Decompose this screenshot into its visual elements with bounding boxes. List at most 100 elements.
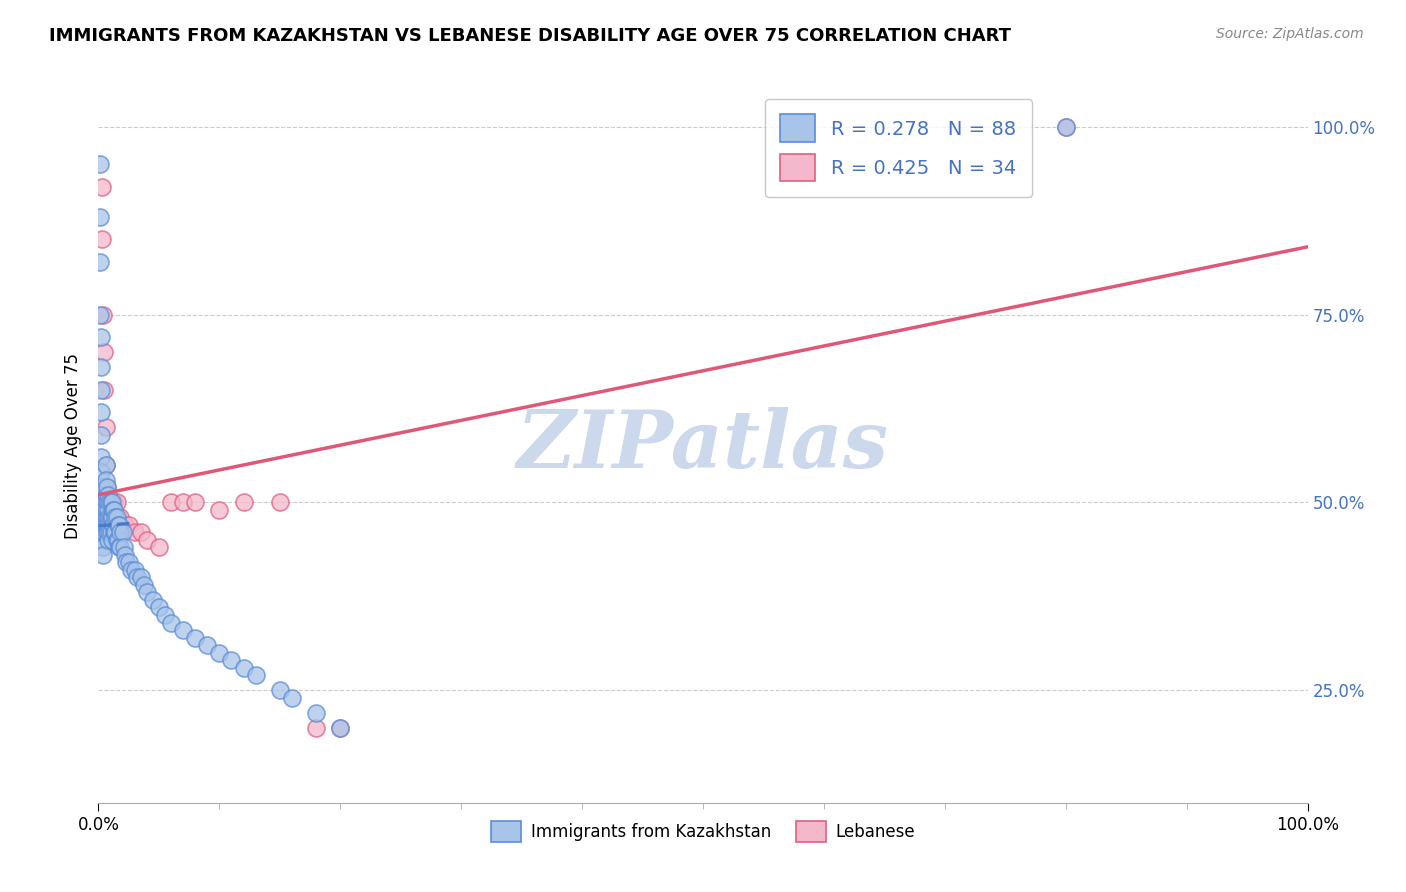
Point [111, 525, 134, 540]
Point [114, 548, 136, 562]
Point [90, 450, 112, 465]
Point [129, 525, 152, 540]
Point [90, 427, 112, 442]
Point [90, 330, 112, 344]
Point [91, 517, 114, 532]
Point [1054, 120, 1077, 134]
Point [103, 495, 125, 509]
Point [148, 600, 170, 615]
Text: ZIPatlas: ZIPatlas [517, 408, 889, 484]
Point [98, 525, 121, 540]
Point [108, 510, 131, 524]
Point [91, 533, 114, 547]
Point [104, 510, 127, 524]
Text: Source: ZipAtlas.com: Source: ZipAtlas.com [1216, 27, 1364, 41]
Point [91, 480, 114, 494]
Point [100, 510, 122, 524]
Point [120, 563, 142, 577]
Point [118, 517, 141, 532]
Point [142, 593, 165, 607]
Point [97, 510, 120, 524]
Point [100, 525, 122, 540]
Point [221, 653, 243, 667]
Point [269, 495, 291, 509]
Point [97, 495, 120, 509]
Point [89, 210, 111, 224]
Point [114, 517, 136, 532]
Point [93, 510, 115, 524]
Point [108, 525, 131, 540]
Point [101, 503, 124, 517]
Point [91, 525, 114, 540]
Point [232, 495, 254, 509]
Point [124, 563, 146, 577]
Point [305, 706, 328, 720]
Point [111, 517, 134, 532]
Point [91, 541, 114, 555]
Point [91, 495, 114, 509]
Point [91, 548, 114, 562]
Point [103, 525, 125, 540]
Point [93, 383, 115, 397]
Point [96, 480, 118, 494]
Point [129, 570, 152, 584]
Point [107, 517, 129, 532]
Point [91, 510, 114, 524]
Point [127, 570, 149, 584]
Point [94, 420, 117, 434]
Point [96, 525, 118, 540]
Point [93, 517, 115, 532]
Point [101, 510, 124, 524]
Point [97, 533, 120, 547]
Point [91, 232, 114, 246]
Point [101, 517, 124, 532]
Point [93, 345, 115, 359]
Point [124, 525, 146, 540]
Point [97, 517, 120, 532]
Point [98, 495, 121, 509]
Point [90, 465, 112, 479]
Point [94, 503, 117, 517]
Point [94, 517, 117, 532]
Point [93, 503, 115, 517]
Point [96, 510, 118, 524]
Point [134, 578, 156, 592]
Point [172, 495, 194, 509]
Point [97, 488, 120, 502]
Point [269, 683, 291, 698]
Point [153, 607, 176, 622]
Point [112, 541, 135, 555]
Point [94, 458, 117, 472]
Point [98, 510, 121, 524]
Point [135, 533, 157, 547]
Point [100, 495, 122, 509]
Point [100, 533, 122, 547]
Point [97, 503, 120, 517]
Point [108, 541, 131, 555]
Point [100, 510, 122, 524]
Legend: Immigrants from Kazakhstan, Lebanese: Immigrants from Kazakhstan, Lebanese [481, 811, 925, 852]
Point [94, 458, 117, 472]
Point [115, 556, 138, 570]
Point [105, 533, 128, 547]
Point [245, 668, 267, 682]
Point [108, 541, 131, 555]
Point [91, 308, 114, 322]
Point [89, 157, 111, 171]
Point [94, 473, 117, 487]
Point [104, 525, 127, 540]
Point [281, 690, 304, 705]
Point [195, 638, 218, 652]
Point [329, 721, 352, 735]
Point [160, 615, 183, 630]
Point [90, 383, 112, 397]
Point [103, 503, 125, 517]
Point [93, 495, 115, 509]
Point [89, 255, 111, 269]
Point [91, 503, 114, 517]
Point [160, 495, 183, 509]
Point [91, 179, 114, 194]
Point [208, 646, 231, 660]
Point [104, 510, 127, 524]
Point [91, 525, 114, 540]
